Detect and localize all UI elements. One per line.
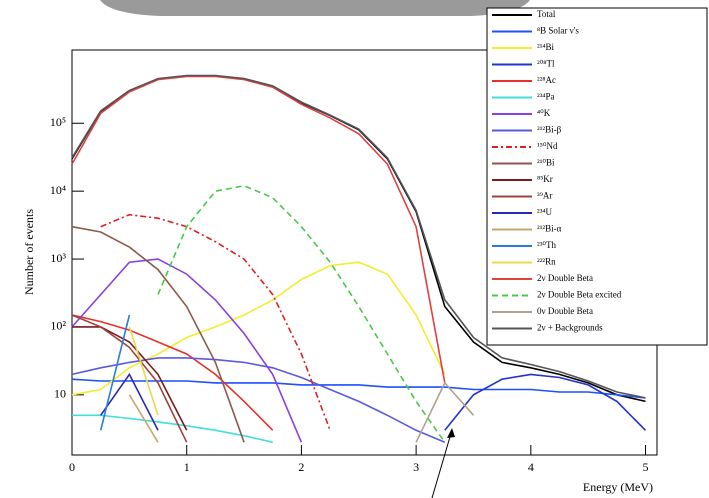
legend-label: ⁸⁵Kr (537, 174, 553, 184)
legend-label: Total (537, 9, 556, 19)
series-line (101, 315, 130, 430)
y-axis-label: Number of events (22, 209, 36, 295)
x-tick-label: 1 (184, 460, 190, 474)
y-tick-label: 10³ (50, 251, 66, 265)
legend-label: 2ν Double Beta (537, 273, 593, 283)
series-line (158, 186, 445, 443)
x-tick-label: 3 (413, 460, 419, 474)
legend-label: ²³⁴Pa (537, 92, 555, 102)
x-tick-label: 2 (298, 460, 304, 474)
legend-label: ²³⁴U (537, 207, 553, 217)
series-line (72, 76, 445, 383)
chart: Energy (MeV) Number of events 0 1 2 3 4 5 10 10… (0, 0, 709, 498)
series-line (101, 215, 330, 431)
legend-label: ²²²Rn (537, 257, 556, 267)
legend-label: ²¹²Bi-β (537, 125, 562, 135)
photo-fragment (100, 0, 530, 16)
y-tick-label: 10 (54, 387, 66, 401)
legend-label: ²⁰⁸Tl (537, 59, 555, 69)
series-line (72, 262, 445, 395)
arrow-head (447, 428, 455, 438)
legend-label: ³⁹Ar (537, 191, 552, 201)
legend-label: ⁸B Solar ν's (537, 26, 579, 36)
x-tick-label: 4 (528, 460, 534, 474)
x-tick-label: 0 (69, 460, 75, 474)
legend-label: ²¹⁰Bi (537, 158, 555, 168)
legend-label: ¹⁵⁰Nd (537, 141, 558, 151)
legend-label: ²²⁸Ac (537, 75, 556, 85)
legend-label: 2ν Double Beta excited (537, 290, 622, 300)
y-tick-label: 10² (50, 319, 66, 333)
legend-label: ⁴⁰K (537, 108, 551, 118)
legend-label: 2ν + Backgrounds (537, 323, 603, 333)
legend-label: ²³⁰Th (537, 240, 557, 250)
legend-label: 0ν Double Beta (537, 306, 593, 316)
arrow (432, 430, 452, 498)
y-tick-label: 10⁴ (50, 183, 66, 197)
series-line (445, 374, 646, 430)
legend-label: ²¹⁴Bi (537, 42, 555, 52)
legend-label: ²¹²Bi-α (537, 224, 562, 234)
y-tick-label: 10⁵ (50, 115, 66, 129)
x-tick-label: 5 (643, 460, 649, 474)
x-axis-label: Energy (MeV) (583, 480, 653, 494)
series-line (72, 358, 445, 442)
